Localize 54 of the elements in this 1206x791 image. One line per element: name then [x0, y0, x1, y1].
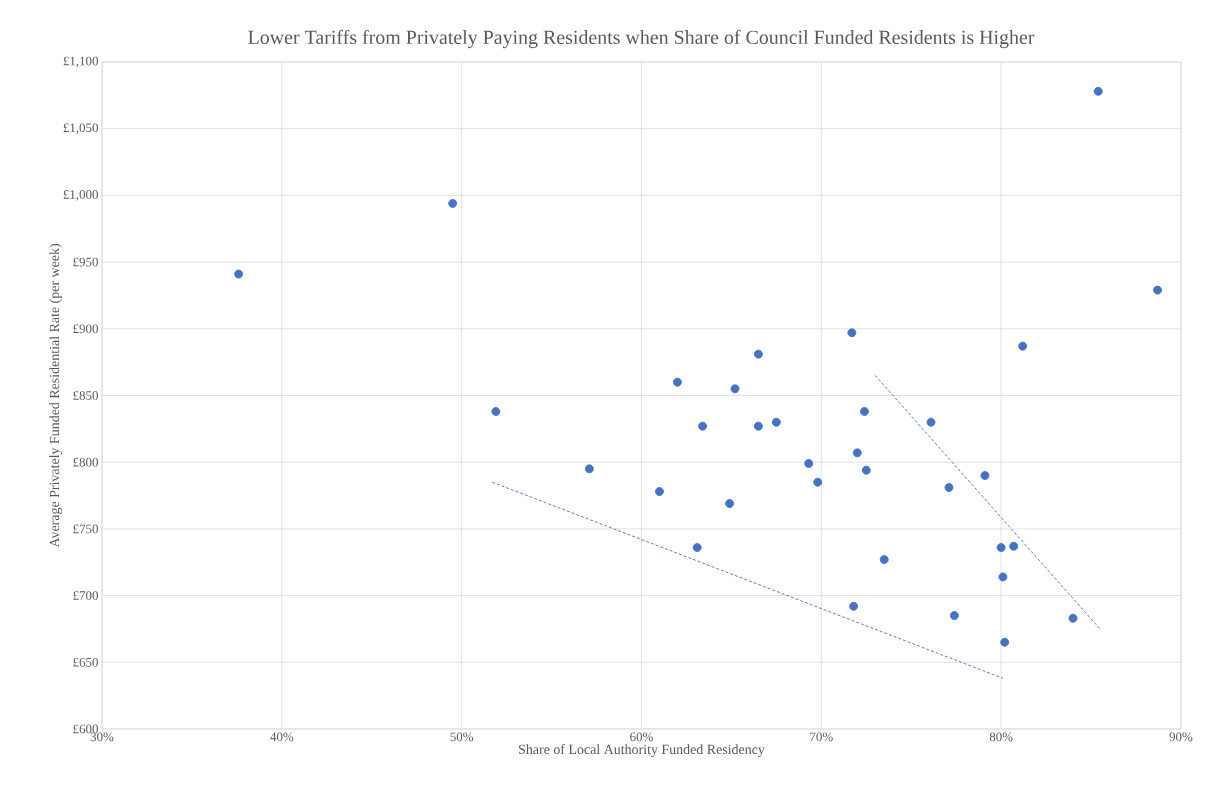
y-tick-label: £900 — [73, 324, 98, 334]
x-tick-label: 60% — [630, 732, 653, 742]
chart-title: Lower Tariffs from Privately Paying Residents when Share of Council Funded Residents is Higher — [248, 29, 1035, 49]
point — [1000, 637, 1010, 647]
point — [1093, 86, 1103, 96]
x-tick-label: 80% — [989, 732, 1013, 742]
x-axis-title: Share of Local Authority Funded Residency — [519, 744, 765, 757]
y-tick-label: £1,100 — [63, 56, 98, 68]
x-tick-label: 90% — [1169, 732, 1193, 742]
y-tick-label: £600 — [73, 724, 98, 734]
point — [860, 407, 869, 416]
point — [926, 417, 936, 427]
point — [655, 487, 664, 496]
point — [584, 464, 594, 474]
point — [1153, 285, 1163, 295]
y-tick-label: £1,000 — [63, 190, 98, 201]
point — [879, 555, 889, 565]
point — [692, 543, 702, 553]
x-tick-label: 30% — [90, 732, 114, 742]
x-tick-label: 40% — [270, 732, 294, 742]
y-tick-label: £850 — [73, 391, 98, 400]
point — [804, 459, 814, 468]
point — [730, 384, 740, 394]
point — [753, 421, 763, 431]
y-axis-title: Average Privately Funded Residential Rate (per week) — [49, 244, 63, 548]
y-tick-label: £1,050 — [63, 123, 98, 134]
y-tick-label: £700 — [73, 591, 98, 600]
point — [998, 572, 1008, 582]
point — [753, 349, 763, 359]
y-tick-label: £750 — [73, 524, 98, 534]
point — [771, 417, 781, 427]
point — [949, 611, 959, 621]
y-tick-label: £800 — [73, 457, 98, 467]
point — [861, 465, 871, 475]
point — [847, 328, 857, 338]
point — [944, 483, 954, 492]
point — [672, 377, 682, 387]
y-tick-label: £650 — [73, 657, 98, 667]
x-tick-label: 50% — [450, 732, 474, 742]
point — [813, 477, 823, 487]
y-tick-label: £950 — [73, 257, 98, 267]
point — [234, 269, 244, 279]
point — [980, 471, 990, 480]
point — [725, 499, 735, 508]
point — [1068, 613, 1078, 623]
point — [996, 543, 1006, 553]
point — [1009, 541, 1019, 551]
x-tick-label: 70% — [810, 732, 833, 742]
point — [849, 601, 859, 611]
point — [448, 198, 458, 208]
point — [852, 448, 862, 458]
point — [1018, 341, 1028, 351]
point — [491, 407, 501, 416]
point — [698, 421, 708, 431]
